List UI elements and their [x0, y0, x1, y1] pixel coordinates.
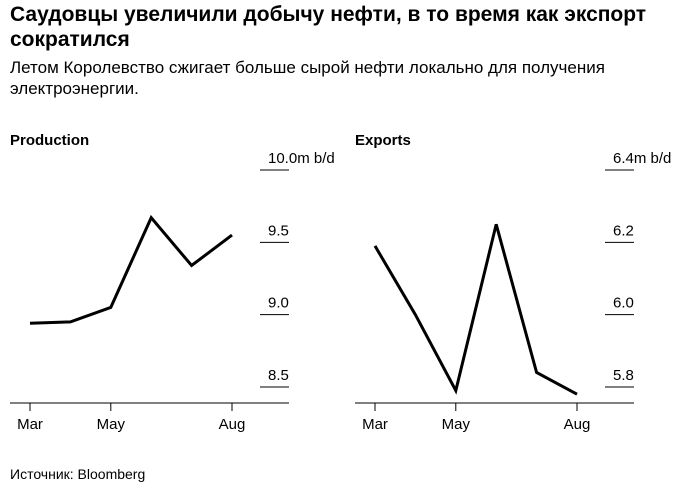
production-chart: Production 10.0m b/d 9.5 9.0 8.5 Mar May Aug [10, 132, 335, 433]
y-tick-label: 6.0 [613, 295, 634, 312]
chart-title: Exports [355, 132, 411, 149]
y-tick-label: 9.5 [268, 222, 289, 239]
x-tick-label: Mar [362, 416, 388, 433]
y-tick-label: 6.4m b/d [613, 150, 671, 167]
x-tick-label: May [442, 416, 471, 433]
series-line [373, 223, 578, 396]
y-tick-label: 6.2 [613, 222, 634, 239]
exports-chart: Exports 6.4m b/d 6.2 6.0 5.8 Mar May Aug [355, 132, 671, 433]
source-note: Источник: Bloomberg [10, 466, 146, 482]
y-tick-label: 8.5 [268, 367, 289, 384]
y-tick-label: 10.0m b/d [268, 150, 335, 167]
chart-title: Production [10, 132, 89, 149]
x-tick-label: Aug [219, 416, 246, 433]
x-tick-label: Aug [564, 416, 591, 433]
y-tick-label: 5.8 [613, 367, 634, 384]
y-tick-label: 9.0 [268, 295, 289, 312]
page-subtitle: Летом Королевство сжигает больше сырой н… [10, 58, 605, 98]
page-title: Саудовцы увеличили добычу нефти, в то вр… [10, 3, 647, 51]
x-tick-label: Mar [17, 416, 43, 433]
series-line [29, 214, 233, 325]
x-tick-label: May [97, 416, 126, 433]
